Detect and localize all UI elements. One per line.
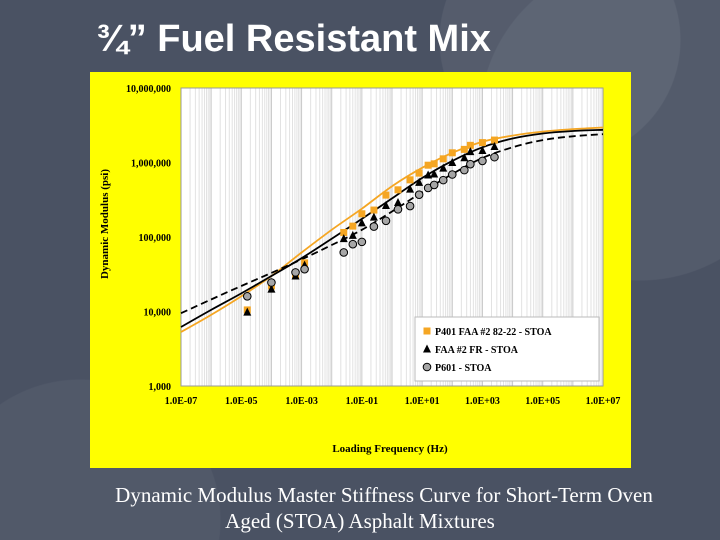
data-point-series-3 bbox=[339, 248, 349, 257]
y-tick-label: 1,000,000 bbox=[131, 159, 171, 170]
data-point-series-1 bbox=[415, 169, 423, 177]
data-point-series-2 bbox=[357, 218, 366, 227]
data-point-series-3 bbox=[357, 237, 367, 247]
data-point-series-3 bbox=[438, 175, 448, 185]
data-point-series-2 bbox=[490, 141, 499, 150]
x-tick-label: 1.0E+05 bbox=[525, 396, 560, 407]
series-curve-1 bbox=[180, 126, 604, 333]
data-point-series-2 bbox=[381, 200, 390, 209]
data-point-series-2 bbox=[478, 145, 487, 154]
data-point-series-2 bbox=[267, 284, 276, 293]
data-point-series-3 bbox=[478, 156, 487, 166]
data-point-series-2 bbox=[439, 163, 448, 172]
data-point-series-2 bbox=[369, 212, 378, 221]
data-point-series-3 bbox=[414, 190, 424, 199]
data-point-series-3 bbox=[267, 278, 276, 287]
data-point-series-1 bbox=[478, 139, 486, 147]
data-point-series-1 bbox=[358, 210, 366, 218]
legend-box bbox=[414, 316, 600, 382]
data-point-series-3 bbox=[490, 152, 499, 162]
legend-marker-2 bbox=[423, 344, 431, 353]
chart-panel: 1,000 10,000 100,000 1,000,000 10,000,000 1.… bbox=[90, 72, 631, 468]
legend-marker-1 bbox=[423, 327, 431, 335]
legend-label-3: P601 - STOA bbox=[435, 363, 492, 374]
data-point-series-2 bbox=[460, 153, 469, 162]
data-point-series-1 bbox=[394, 186, 402, 194]
x-axis-label: Loading Frequency (Hz) bbox=[332, 443, 448, 455]
caption-line-2: Aged (STOA) Asphalt Mixtures bbox=[225, 509, 495, 533]
x-tick-label: 1.0E-07 bbox=[165, 396, 198, 407]
slide-title: ¾” Fuel Resistant Mix bbox=[96, 18, 491, 60]
x-tick-labels: 1.0E-07 1.0E-05 1.0E-03 1.0E-01 1.0E+01 1.0E+… bbox=[165, 396, 621, 407]
data-point-series-2 bbox=[415, 177, 424, 186]
data-point-series-2 bbox=[406, 184, 415, 193]
caption-line-1: Dynamic Modulus Master Stiffness Curve f… bbox=[115, 483, 653, 507]
data-point-series-3 bbox=[447, 170, 457, 179]
data-point-series-1 bbox=[466, 141, 474, 149]
data-point-series-1 bbox=[382, 191, 390, 199]
data-point-series-1 bbox=[370, 206, 378, 214]
y-tick-label: 1,000 bbox=[149, 382, 172, 393]
data-point-series-1 bbox=[430, 160, 438, 168]
data-point-series-2 bbox=[466, 147, 475, 156]
data-point-series-2 bbox=[448, 158, 457, 166]
data-point-series-3 bbox=[291, 268, 300, 277]
x-tick-label: 1.0E+03 bbox=[465, 396, 500, 407]
data-point-series-3 bbox=[405, 201, 415, 211]
y-tick-label: 100,000 bbox=[139, 233, 172, 244]
chart-legend: P401 FAA #2 82-22 - STOA FAA #2 FR - STOA… bbox=[414, 316, 600, 382]
data-point-series-3 bbox=[429, 180, 439, 190]
data-point-series-1 bbox=[406, 176, 414, 184]
data-point-series-3 bbox=[393, 205, 403, 214]
data-point-series-1 bbox=[448, 149, 456, 157]
x-tick-label: 1.0E-05 bbox=[225, 396, 257, 407]
data-point-series-1 bbox=[490, 136, 498, 144]
data-point-series-3 bbox=[369, 222, 379, 231]
data-point-series-3 bbox=[381, 216, 391, 226]
chart-points bbox=[242, 136, 499, 316]
data-point-series-2 bbox=[393, 198, 402, 207]
series-curve-2 bbox=[180, 128, 604, 328]
x-tick-label: 1.0E+07 bbox=[586, 396, 621, 407]
data-point-series-3 bbox=[460, 165, 469, 175]
x-tick-label: 1.0E-01 bbox=[346, 396, 379, 407]
y-tick-labels: 1,000 10,000 100,000 1,000,000 10,000,000 bbox=[126, 84, 171, 393]
legend-label-1: P401 FAA #2 82-22 - STOA bbox=[435, 327, 552, 338]
data-point-series-3 bbox=[242, 291, 252, 301]
data-point-series-3 bbox=[466, 159, 475, 169]
y-tick-label: 10,000,000 bbox=[126, 84, 171, 95]
y-tick-label: 10,000 bbox=[144, 308, 172, 319]
data-point-series-1 bbox=[460, 145, 468, 153]
chart-svg: 1,000 10,000 100,000 1,000,000 10,000,000 1.… bbox=[99, 84, 621, 455]
chart-curves bbox=[180, 126, 604, 333]
data-point-series-2 bbox=[430, 169, 439, 178]
data-point-series-1 bbox=[349, 222, 357, 230]
chart-grid bbox=[180, 88, 603, 386]
x-tick-label: 1.0E+01 bbox=[405, 396, 440, 407]
series-curve-3 bbox=[180, 133, 604, 315]
data-point-series-2 bbox=[424, 170, 433, 179]
data-point-series-1 bbox=[340, 228, 348, 236]
data-point-series-2 bbox=[339, 234, 348, 243]
data-point-series-1 bbox=[439, 155, 447, 163]
y-axis-label: Dynamic Modulus (psi) bbox=[99, 169, 111, 279]
legend-marker-3 bbox=[422, 362, 432, 372]
data-point-series-1 bbox=[424, 161, 432, 169]
data-point-series-2 bbox=[243, 307, 252, 316]
x-tick-label: 1.0E-03 bbox=[285, 396, 318, 407]
data-point-series-3 bbox=[348, 239, 358, 249]
data-point-series-3 bbox=[300, 264, 309, 274]
data-point-series-2 bbox=[348, 230, 357, 239]
legend-label-2: FAA #2 FR - STOA bbox=[435, 345, 519, 356]
plot-area bbox=[180, 87, 604, 387]
